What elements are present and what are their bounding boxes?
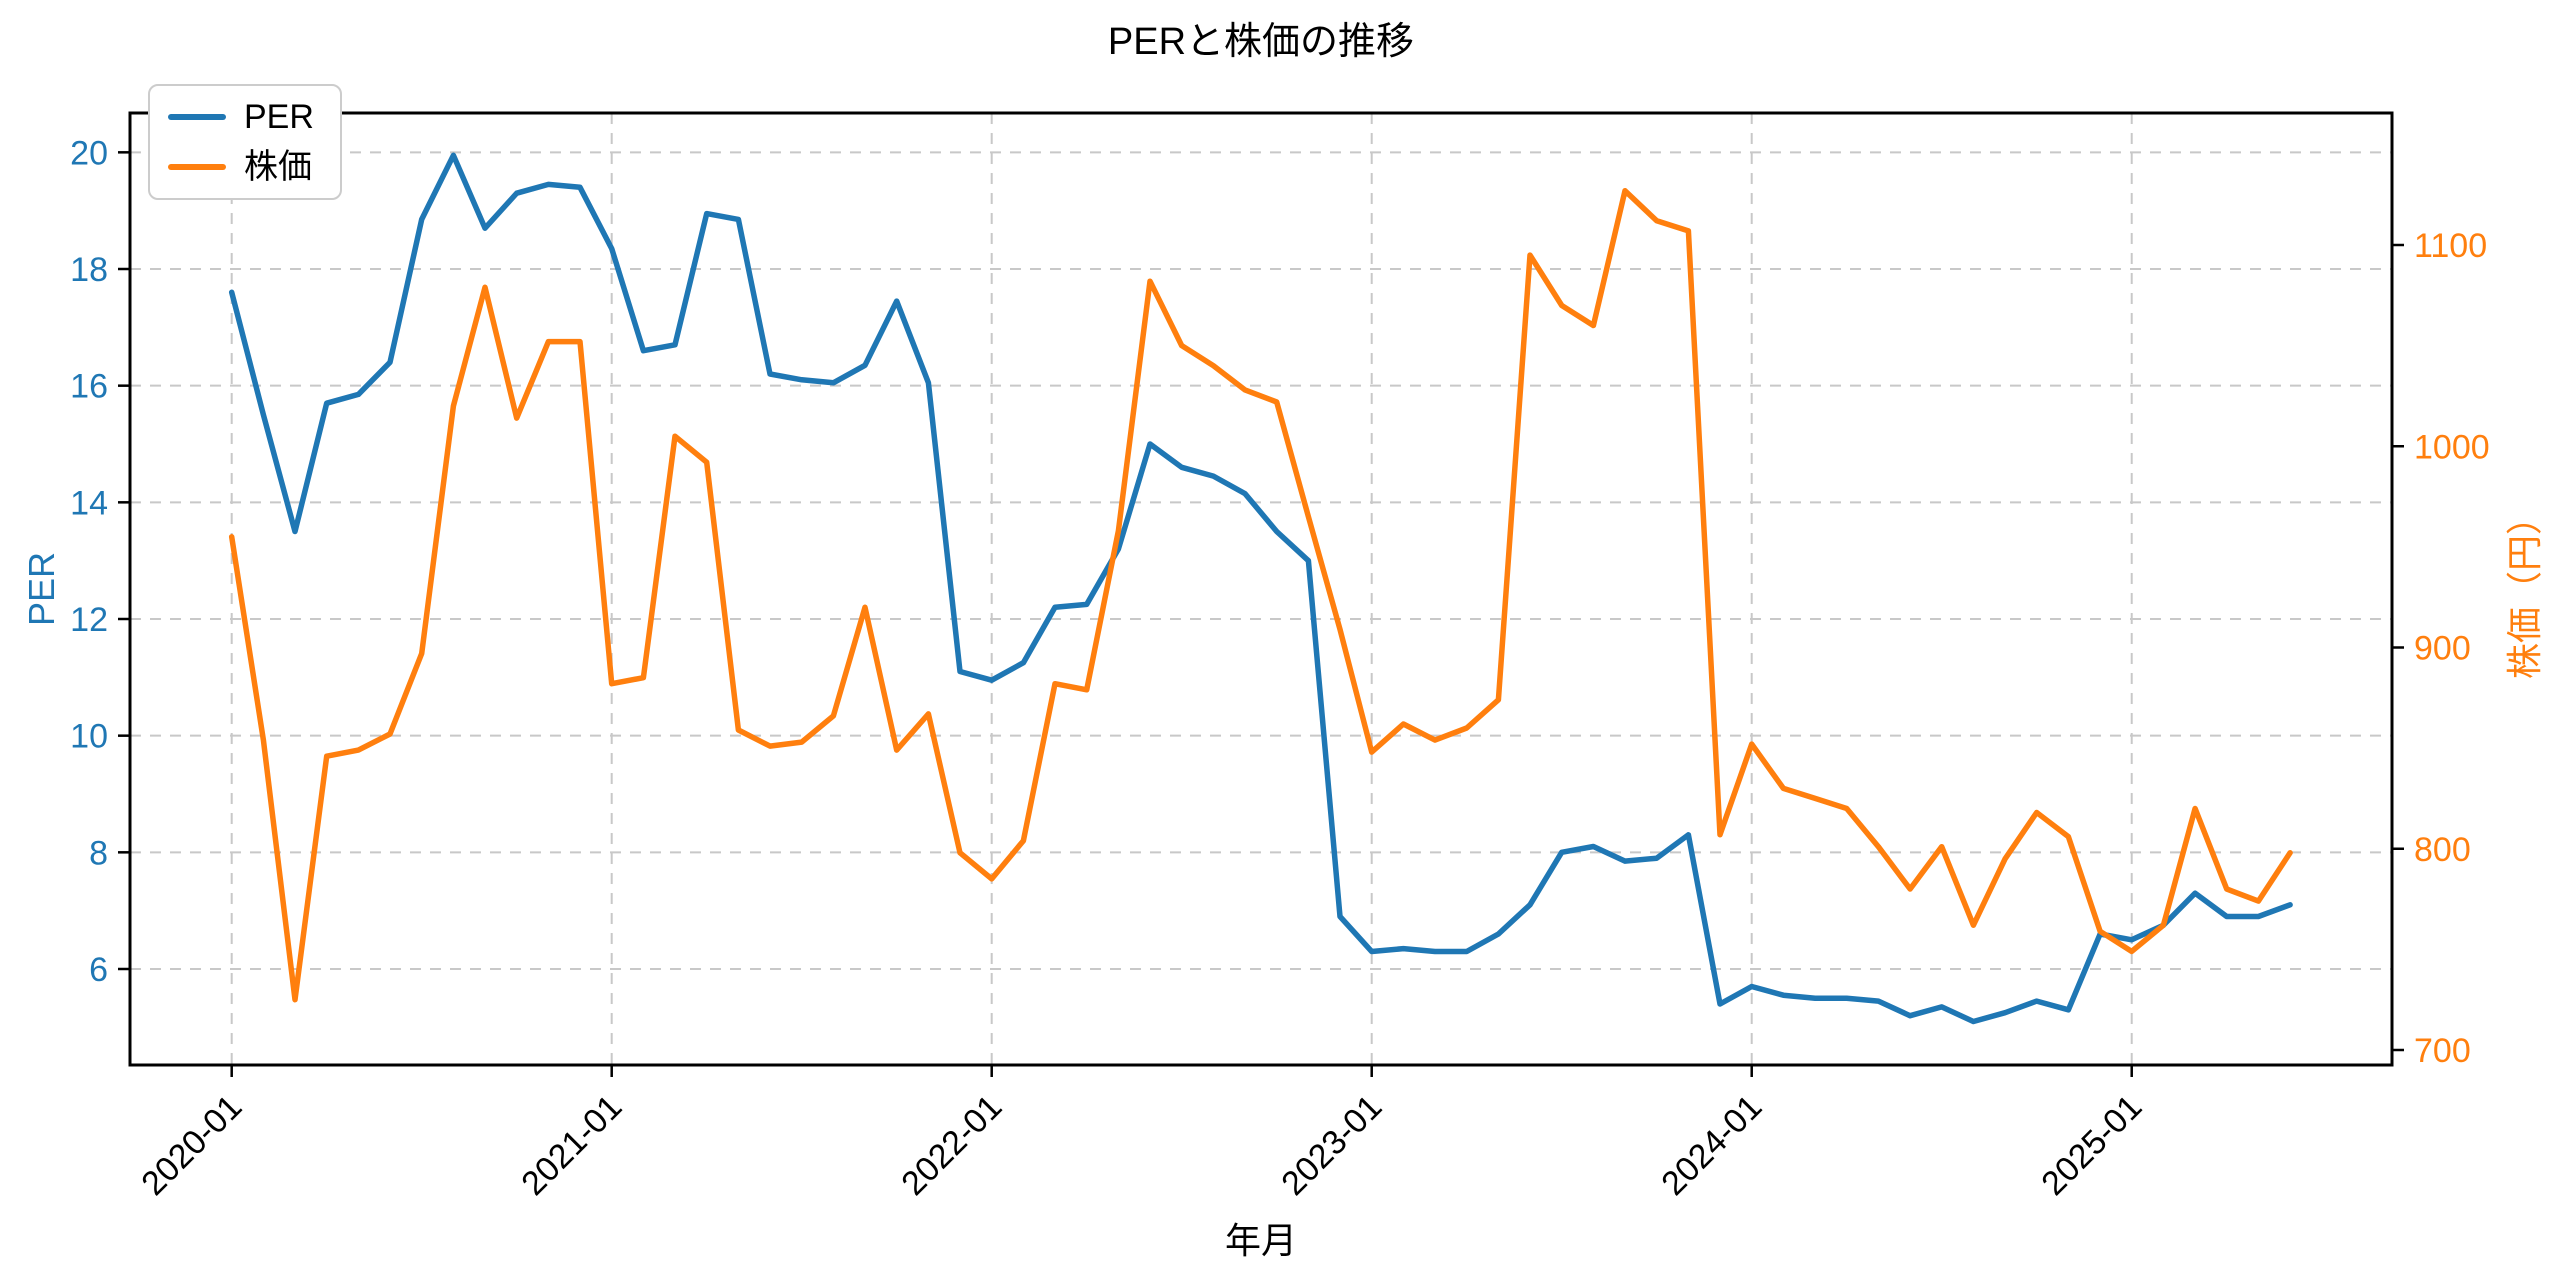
y-axis-label-right: 株価（円） [2504,498,2545,680]
per-line-swatch [168,114,226,120]
tick-labels: 6 8 10 12 14 16 18 20 700 800 900 1000 1100 2020-01 20… [70,134,2489,1203]
legend: PER 株価 [148,84,342,200]
legend-item-kabuka: 株価 [168,150,314,184]
gridlines [130,113,2392,1065]
plot-border [128,111,2394,1067]
y-tick-label-left: 14 [70,484,108,522]
y-tick-label-left: 18 [70,251,108,289]
y-axis-label-left: PER [21,551,62,627]
kabuka-line [228,187,2293,1003]
x-tick-label: 2021-01 [514,1088,629,1203]
chart-title: PERと株価の推移 [1107,21,1415,63]
x-tick-label: 2020-01 [134,1088,249,1203]
y-tick-label-right: 700 [2414,1032,2471,1070]
y-tick-label-left: 6 [89,951,108,989]
y-tick-label-left: 20 [70,134,108,172]
x-tick-label: 2022-01 [894,1088,1009,1203]
x-tick-label: 2025-01 [2034,1088,2149,1203]
x-tick-label: 2024-01 [1654,1088,1769,1203]
y-tick-label-right: 1100 [2414,227,2487,265]
legend-label-kabuka: 株価 [244,148,312,186]
y-tick-label-right: 800 [2414,831,2471,869]
tick-marks [118,151,2404,1077]
y-tick-label-left: 12 [70,601,108,639]
x-tick-label: 2023-01 [1274,1088,1389,1203]
y-tick-label-left: 16 [70,368,108,406]
legend-label-per: PER [244,98,314,136]
legend-item-per: PER [168,100,314,134]
y-tick-label-left: 8 [89,834,108,872]
kabuka-line-swatch [168,164,226,170]
y-tick-label-left: 10 [70,718,108,756]
y-tick-label-right: 1000 [2414,428,2490,466]
y-tick-label-right: 900 [2414,630,2471,668]
per-line [228,152,2293,1025]
x-axis-label: 年月 [1224,1220,1297,1261]
